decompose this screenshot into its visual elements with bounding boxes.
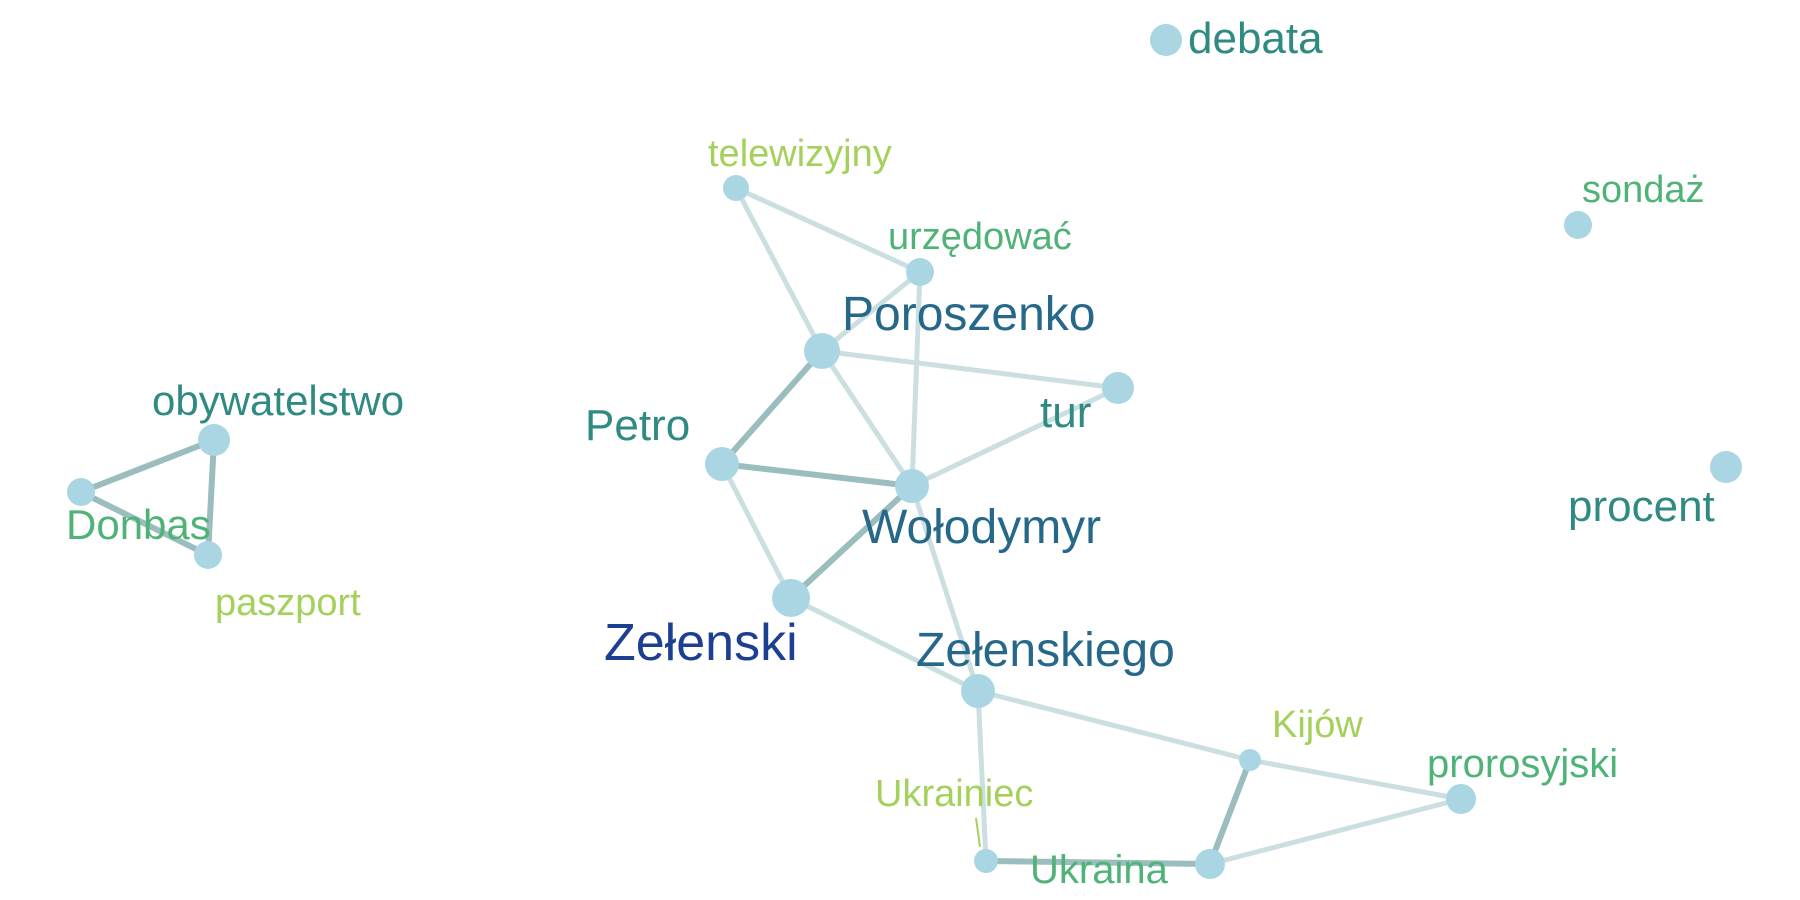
node-ukraina (1195, 849, 1225, 879)
node-poroszenko (804, 333, 840, 369)
edge-petro-wolodymyr (719, 461, 915, 489)
node-label-ukraina: Ukraina (1030, 848, 1169, 892)
edge-ukraina-prorosyjski (1207, 796, 1464, 867)
node-wolodymyr (895, 469, 929, 503)
node-label-zelenski: Zełenski (604, 614, 798, 672)
edge-wolodymyr-zelenskiego (909, 483, 981, 694)
node-sondaz (1564, 211, 1592, 239)
edge-wolodymyr-zelenski (788, 483, 915, 601)
node-debata (1150, 24, 1182, 56)
node-label-procent: procent (1568, 482, 1715, 531)
edge-poroszenko-wolodymyr (819, 348, 915, 489)
edge-kijow-prorosyjski (1247, 757, 1464, 802)
edge-ukrainiec-ukraina (983, 858, 1213, 867)
edge-wolodymyr-tur (909, 385, 1121, 489)
edge-telewizyjny-poroszenko (733, 185, 825, 354)
node-telewizyjny (723, 175, 749, 201)
node-zelenskiego (961, 674, 995, 708)
edge-obywatelstwo-donbas (78, 437, 217, 495)
node-ukrainiec (974, 849, 998, 873)
nodes-layer (67, 24, 1742, 879)
node-obywatelstwo (198, 424, 230, 456)
edge-petro-zelenski (719, 461, 794, 601)
node-zelenski (772, 579, 810, 617)
node-label-zelenskiego: Zełenskiego (916, 624, 1175, 677)
labels-layer: debata telewizyjny urzędować sondaż Poroszen… (66, 14, 1715, 892)
node-label-telewizyjny: telewizyjny (708, 133, 892, 175)
node-tur (1102, 372, 1134, 404)
edge-urzedowac-poroszenko (819, 269, 923, 354)
node-petro (705, 447, 739, 481)
edge-telewizyjny-urzedowac (733, 185, 923, 275)
edges-layer (78, 185, 1464, 867)
edge-obywatelstwo-paszport (205, 437, 217, 558)
node-label-prorosyjski: prorosyjski (1427, 742, 1618, 786)
node-label-wolodymyr: Wołodymyr (862, 501, 1101, 554)
node-label-tur: tur (1040, 388, 1091, 437)
edge-zelenski-zelenskiego (788, 595, 981, 694)
node-paszport (194, 541, 222, 569)
node-kijow (1239, 749, 1261, 771)
edge-zelenskiego-kijow (975, 688, 1253, 763)
node-label-ukrainiec: Ukrainiec (875, 773, 1033, 815)
node-urzedowac (906, 258, 934, 286)
edge-kijow-ukraina (1207, 757, 1253, 867)
node-donbas (67, 478, 95, 506)
node-label-urzedowac: urzędować (888, 216, 1072, 258)
node-label-debata: debata (1188, 14, 1323, 63)
edge-poroszenko-tur (819, 348, 1121, 391)
node-label-poroszenko: Poroszenko (842, 288, 1095, 341)
edge-poroszenko-petro (719, 348, 825, 467)
edge-zelenskiego-ukrainiec (975, 688, 989, 864)
node-label-petro: Petro (585, 401, 690, 450)
node-label-obywatelstwo: obywatelstwo (152, 377, 404, 424)
node-procent (1710, 451, 1742, 483)
node-label-paszport: paszport (215, 582, 361, 624)
node-label-donbas: Donbas (66, 501, 211, 548)
node-prorosyjski (1446, 784, 1476, 814)
edge-donbas-paszport (78, 489, 211, 558)
edge-urzedowac-wolodymyr (909, 269, 923, 489)
node-label-sondaz: sondaż (1582, 169, 1705, 211)
node-label-kijow: Kijów (1272, 704, 1363, 746)
label-leader-ukrainiec (975, 817, 981, 848)
